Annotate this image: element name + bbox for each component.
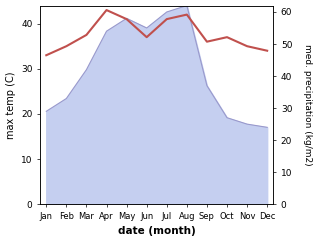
X-axis label: date (month): date (month) (118, 227, 196, 236)
Y-axis label: med. precipitation (kg/m2): med. precipitation (kg/m2) (303, 44, 313, 166)
Y-axis label: max temp (C): max temp (C) (5, 71, 16, 139)
